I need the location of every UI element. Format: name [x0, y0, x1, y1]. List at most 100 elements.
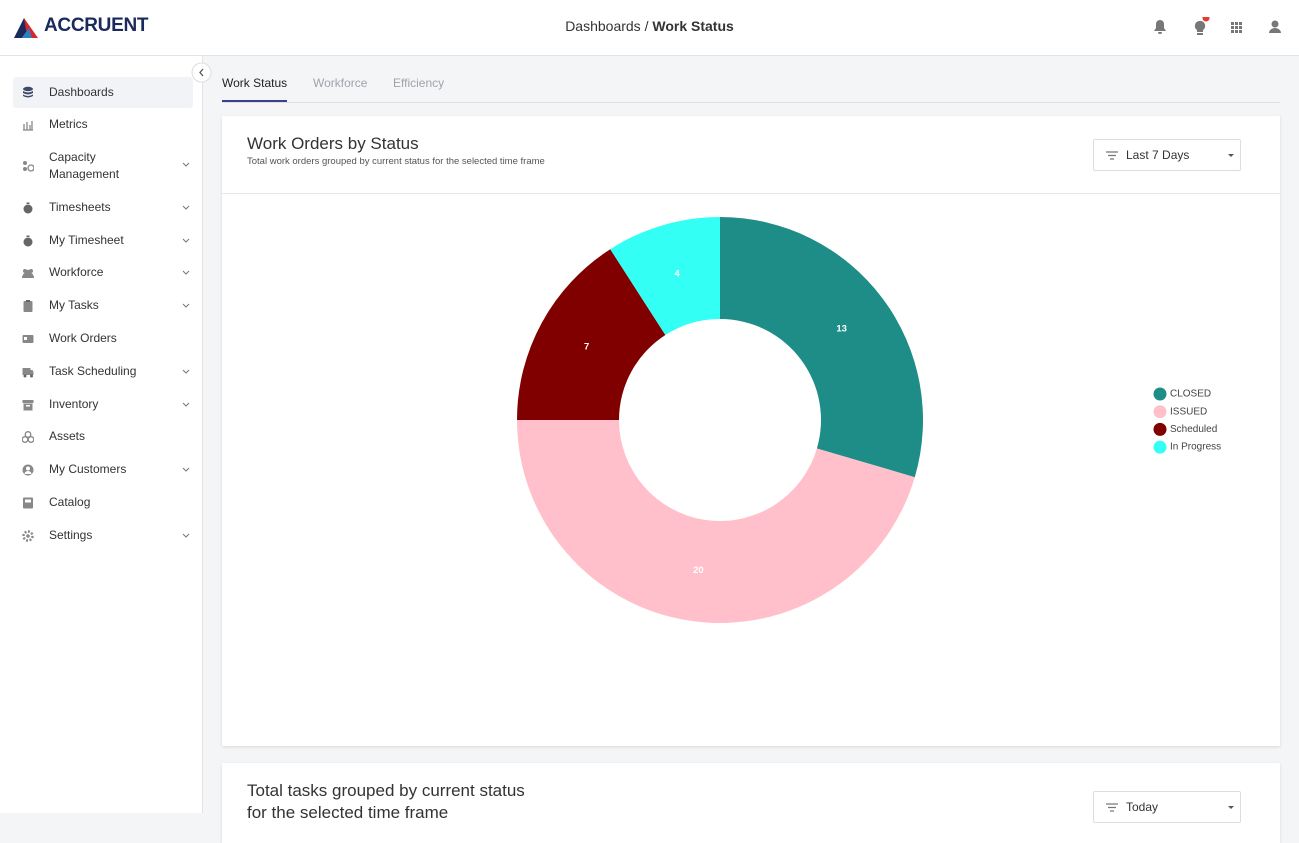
- user-icon[interactable]: [1269, 20, 1281, 34]
- tasks-card: Total tasks grouped by current status fo…: [222, 763, 1280, 843]
- nav-icon: [22, 269, 34, 278]
- nav-icon: [23, 202, 33, 214]
- donut-slice: [610, 217, 720, 336]
- chevron: [182, 270, 190, 275]
- nav-icon: [23, 121, 33, 131]
- nav-item[interactable]: My Tasks: [13, 297, 193, 314]
- breadcrumb-separator: /: [644, 18, 649, 34]
- nav-label: My Timesheet: [49, 233, 124, 247]
- filter-icon: [1106, 151, 1118, 160]
- legend-swatch: [1153, 440, 1167, 454]
- nav-label: Capacity Management: [49, 150, 120, 181]
- nav-item[interactable]: Catalog: [13, 494, 193, 511]
- nav-icon: [22, 335, 34, 343]
- breadcrumb-parent[interactable]: Dashboards: [565, 18, 641, 34]
- chevron: [182, 238, 190, 243]
- chevron: [182, 162, 190, 167]
- bell-icon[interactable]: [1154, 20, 1166, 34]
- nav-item[interactable]: My Timesheet: [13, 232, 193, 249]
- card-title: Work Orders by Status: [247, 134, 419, 153]
- nav-label: Inventory: [49, 397, 99, 411]
- nav-label: My Customers: [49, 462, 127, 476]
- slice-label: 13: [836, 323, 847, 334]
- slice-label: 20: [693, 565, 704, 576]
- legend-swatch: [1153, 405, 1167, 419]
- dropdown-caret: [1228, 154, 1234, 157]
- top-bar: ACCRUENT Dashboards / Work Status: [0, 0, 1299, 56]
- time-filter[interactable]: Today: [1093, 791, 1241, 823]
- chevron: [182, 205, 190, 210]
- nav-icon: [23, 235, 33, 247]
- slice-label: 7: [584, 342, 589, 353]
- card-subtitle: Total work orders grouped by current sta…: [247, 156, 545, 167]
- nav-label: Task Scheduling: [49, 364, 137, 378]
- chevron: [182, 303, 190, 308]
- nav-icon: [22, 431, 34, 443]
- hint-icon[interactable]: [1194, 20, 1206, 35]
- nav-icon: [23, 86, 33, 98]
- notification-dot: [1202, 17, 1210, 22]
- legend-swatch: [1153, 422, 1167, 436]
- collapse-button[interactable]: [191, 62, 212, 83]
- legend-swatch: [1153, 387, 1167, 401]
- logo-icon: [14, 18, 38, 38]
- nav-icon: [23, 497, 33, 509]
- tab[interactable]: Workforce: [313, 76, 368, 90]
- dropdown-caret: [1228, 806, 1234, 809]
- nav-icon: [23, 161, 34, 172]
- card-divider: [222, 193, 1280, 194]
- chevron: [182, 369, 190, 374]
- donut-slice: [517, 249, 666, 420]
- nav-icon: [22, 530, 34, 542]
- legend-label: In Progress: [1170, 442, 1221, 453]
- nav-label: Catalog: [49, 495, 91, 509]
- tab[interactable]: Efficiency: [393, 76, 445, 90]
- chevron: [182, 467, 190, 472]
- nav-item[interactable]: Dashboards: [13, 77, 193, 108]
- nav-label: Timesheets: [49, 200, 111, 214]
- chevron: [182, 402, 190, 407]
- nav-label: Metrics: [49, 117, 88, 131]
- filter-label: Last 7 Days: [1126, 148, 1190, 162]
- nav-item[interactable]: Capacity Management: [13, 149, 193, 183]
- nav-item[interactable]: Work Orders: [13, 330, 193, 347]
- nav-icon: [22, 368, 34, 378]
- nav-label: Dashboards: [49, 85, 114, 99]
- nav-item[interactable]: Timesheets: [13, 199, 193, 216]
- breadcrumb: Dashboards / Work Status: [0, 18, 1299, 34]
- nav-label: Workforce: [49, 265, 104, 279]
- time-filter[interactable]: Last 7 Days: [1093, 139, 1241, 171]
- apps-icon[interactable]: [1231, 22, 1242, 33]
- nav-label: My Tasks: [49, 298, 99, 312]
- filter-icon: [1106, 803, 1118, 812]
- nav-item[interactable]: Settings: [13, 527, 193, 544]
- tab-indicator: [222, 100, 287, 102]
- slice-label: 4: [675, 269, 681, 280]
- nav-icon: [22, 464, 34, 476]
- tab[interactable]: Work Status: [222, 76, 288, 90]
- header-icons: [1154, 17, 1281, 35]
- nav-item[interactable]: My Customers: [13, 461, 193, 478]
- nav-label: Work Orders: [49, 331, 117, 345]
- nav-item[interactable]: Assets: [13, 428, 193, 445]
- tab-divider: [222, 102, 1280, 103]
- brand: ACCRUENT: [44, 15, 149, 36]
- nav-label: Assets: [49, 429, 86, 443]
- nav-item[interactable]: Workforce: [13, 264, 193, 281]
- nav-item[interactable]: Task Scheduling: [13, 363, 193, 380]
- nav-item[interactable]: Inventory: [13, 396, 193, 413]
- legend-label: CLOSED: [1170, 389, 1211, 400]
- donut-slice: [517, 420, 915, 623]
- legend-label: Scheduled: [1170, 424, 1217, 435]
- nav-icon: [22, 400, 34, 411]
- nav-icon: [23, 300, 33, 312]
- sidebar: Dashboards Metrics Capacity Management T…: [0, 56, 203, 813]
- donut-chart: 13 20 7 4 CLOSED ISSUED Scheduled In Progress: [517, 217, 1221, 623]
- filter-label: Today: [1126, 800, 1159, 814]
- donut-slice: [720, 217, 924, 478]
- legend-label: ISSUED: [1170, 406, 1207, 417]
- nav-item[interactable]: Metrics: [13, 116, 193, 133]
- card-title: Total tasks grouped by current status fo…: [247, 781, 525, 822]
